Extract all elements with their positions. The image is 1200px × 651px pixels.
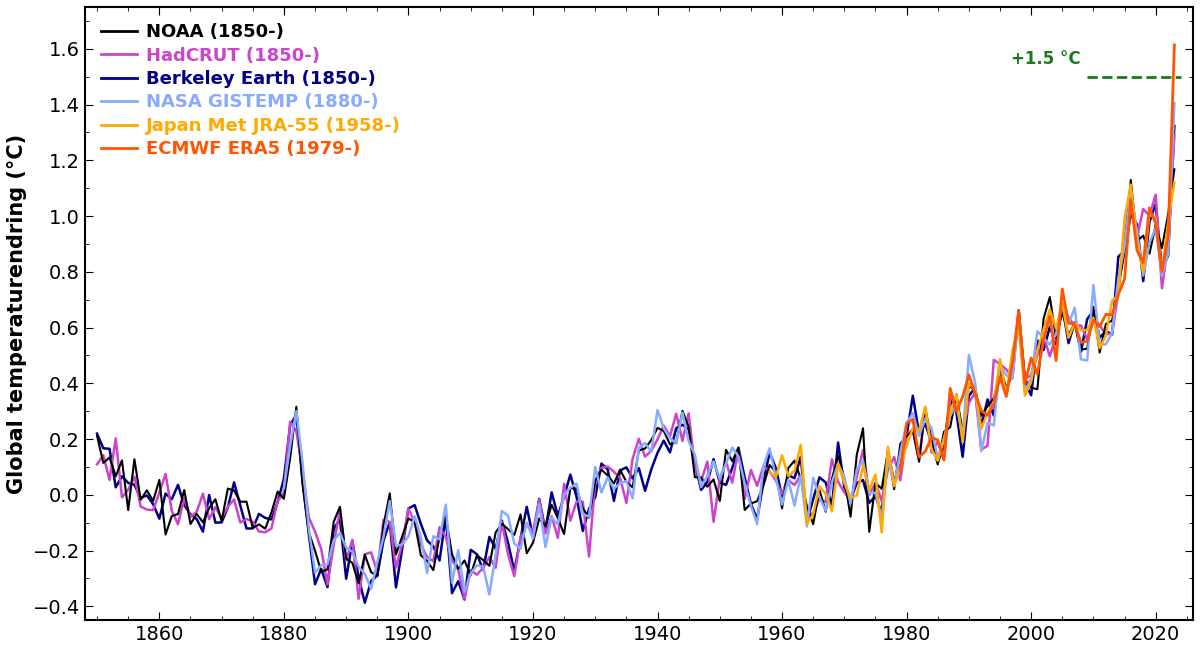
ECMWF ERA5 (1979-): [986, 400, 1001, 408]
ECMWF ERA5 (1979-): [1117, 275, 1132, 283]
ECMWF ERA5 (1979-): [974, 407, 989, 415]
ECMWF ERA5 (1979-): [906, 415, 920, 423]
Japan Met JRA-55 (1958-): [793, 441, 808, 449]
Line: Berkeley Earth (1850-): Berkeley Earth (1850-): [97, 126, 1175, 603]
ECMWF ERA5 (1979-): [1080, 337, 1094, 345]
ECMWF ERA5 (1979-): [1061, 319, 1075, 327]
NASA GISTEMP (1880-): [1168, 99, 1182, 107]
NOAA (1850-): [352, 579, 366, 587]
Japan Met JRA-55 (1958-): [1168, 178, 1182, 186]
Berkeley Earth (1850-): [893, 462, 907, 470]
NASA GISTEMP (1880-): [338, 544, 353, 551]
ECMWF ERA5 (1979-): [924, 434, 938, 441]
ECMWF ERA5 (1979-): [992, 373, 1007, 381]
NOAA (1850-): [1168, 165, 1182, 173]
Line: ECMWF ERA5 (1979-): ECMWF ERA5 (1979-): [900, 45, 1175, 471]
Berkeley Earth (1850-): [202, 491, 216, 499]
Berkeley Earth (1850-): [133, 494, 148, 502]
ECMWF ERA5 (1979-): [1049, 357, 1063, 365]
ECMWF ERA5 (1979-): [1099, 311, 1114, 318]
ECMWF ERA5 (1979-): [1105, 311, 1120, 319]
NASA GISTEMP (1880-): [1012, 309, 1026, 317]
Berkeley Earth (1850-): [358, 599, 372, 607]
ECMWF ERA5 (1979-): [1055, 285, 1069, 293]
ECMWF ERA5 (1979-): [900, 419, 914, 427]
ECMWF ERA5 (1979-): [1142, 204, 1157, 212]
HadCRUT (1850-): [90, 460, 104, 468]
ECMWF ERA5 (1979-): [1111, 290, 1126, 298]
ECMWF ERA5 (1979-): [1092, 323, 1106, 331]
ECMWF ERA5 (1979-): [943, 384, 958, 392]
ECMWF ERA5 (1979-): [955, 393, 970, 400]
HadCRUT (1850-): [133, 503, 148, 510]
ECMWF ERA5 (1979-): [1154, 268, 1169, 275]
HadCRUT (1850-): [676, 437, 690, 445]
Japan Met JRA-55 (1958-): [943, 409, 958, 417]
Berkeley Earth (1850-): [806, 495, 821, 503]
Japan Met JRA-55 (1958-): [875, 529, 889, 536]
ECMWF ERA5 (1979-): [1086, 316, 1100, 324]
ECMWF ERA5 (1979-): [1074, 339, 1088, 346]
HadCRUT (1850-): [352, 595, 366, 603]
ECMWF ERA5 (1979-): [1024, 354, 1038, 362]
NASA GISTEMP (1880-): [1000, 371, 1014, 379]
ECMWF ERA5 (1979-): [1136, 259, 1151, 267]
ECMWF ERA5 (1979-): [1130, 247, 1145, 255]
Berkeley Earth (1850-): [102, 445, 116, 452]
Line: NOAA (1850-): NOAA (1850-): [97, 169, 1175, 583]
NOAA (1850-): [90, 432, 104, 440]
Japan Met JRA-55 (1958-): [1142, 210, 1157, 217]
ECMWF ERA5 (1979-): [1068, 320, 1082, 328]
ECMWF ERA5 (1979-): [1123, 196, 1138, 204]
HadCRUT (1850-): [1168, 132, 1182, 139]
Japan Met JRA-55 (1958-): [762, 468, 776, 476]
ECMWF ERA5 (1979-): [1006, 359, 1020, 367]
Y-axis label: Global temperaturendring (°C): Global temperaturendring (°C): [7, 133, 26, 493]
ECMWF ERA5 (1979-): [949, 408, 964, 415]
HadCRUT (1850-): [202, 515, 216, 523]
ECMWF ERA5 (1979-): [1018, 380, 1032, 388]
ECMWF ERA5 (1979-): [1043, 312, 1057, 320]
ECMWF ERA5 (1979-): [1037, 336, 1051, 344]
NOAA (1850-): [202, 505, 216, 512]
ECMWF ERA5 (1979-): [1030, 370, 1044, 378]
Line: Japan Met JRA-55 (1958-): Japan Met JRA-55 (1958-): [769, 182, 1175, 533]
Line: NASA GISTEMP (1880-): NASA GISTEMP (1880-): [284, 103, 1175, 594]
ECMWF ERA5 (1979-): [980, 411, 995, 419]
Text: +1.5 °C: +1.5 °C: [1012, 50, 1081, 68]
Legend: NOAA (1850-), HadCRUT (1850-), Berkeley Earth (1850-), NASA GISTEMP (1880-), Jap: NOAA (1850-), HadCRUT (1850-), Berkeley …: [94, 16, 408, 165]
Japan Met JRA-55 (1958-): [1086, 314, 1100, 322]
Japan Met JRA-55 (1958-): [862, 486, 876, 493]
ECMWF ERA5 (1979-): [918, 447, 932, 455]
ECMWF ERA5 (1979-): [937, 456, 952, 464]
HadCRUT (1850-): [893, 477, 907, 484]
Berkeley Earth (1850-): [90, 430, 104, 437]
ECMWF ERA5 (1979-): [1000, 393, 1014, 400]
Japan Met JRA-55 (1958-): [893, 464, 907, 471]
NASA GISTEMP (1880-): [557, 491, 571, 499]
ECMWF ERA5 (1979-): [1160, 232, 1175, 240]
Berkeley Earth (1850-): [1168, 122, 1182, 130]
NOAA (1850-): [893, 440, 907, 448]
ECMWF ERA5 (1979-): [1168, 41, 1182, 49]
NOAA (1850-): [133, 496, 148, 504]
NOAA (1850-): [806, 520, 821, 528]
ECMWF ERA5 (1979-): [893, 467, 907, 475]
NOAA (1850-): [102, 454, 116, 462]
ECMWF ERA5 (1979-): [1012, 307, 1026, 314]
ECMWF ERA5 (1979-): [968, 389, 983, 397]
NASA GISTEMP (1880-): [408, 512, 422, 520]
ECMWF ERA5 (1979-): [961, 371, 976, 379]
NOAA (1850-): [676, 407, 690, 415]
ECMWF ERA5 (1979-): [930, 436, 944, 444]
NASA GISTEMP (1880-): [277, 484, 292, 492]
HadCRUT (1850-): [102, 476, 116, 484]
HadCRUT (1850-): [806, 509, 821, 517]
NASA GISTEMP (1880-): [482, 590, 497, 598]
ECMWF ERA5 (1979-): [912, 453, 926, 461]
Berkeley Earth (1850-): [676, 421, 690, 428]
ECMWF ERA5 (1979-): [1148, 219, 1163, 227]
NASA GISTEMP (1880-): [918, 415, 932, 422]
Line: HadCRUT (1850-): HadCRUT (1850-): [97, 135, 1175, 599]
